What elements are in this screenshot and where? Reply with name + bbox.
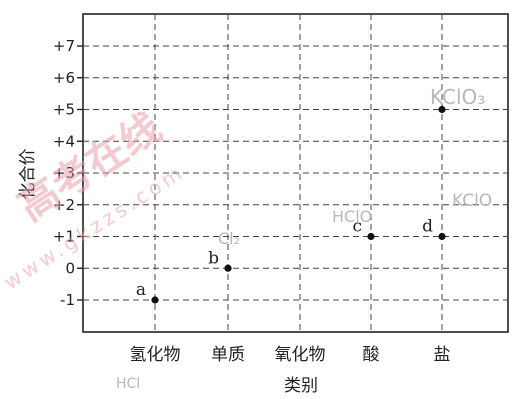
data-point-label: d (422, 217, 433, 237)
watermark: 高考在线 www.gkzzs.com (0, 105, 189, 295)
x-category-label: 盐 (434, 345, 451, 365)
x-category-label: 酸 (363, 345, 380, 365)
handwriting: Cl₂ HClO KClO KClO₃ HCl (116, 85, 492, 392)
data-point (438, 232, 446, 241)
handwriting-cl2: Cl₂ (218, 229, 240, 248)
y-tick-label: +1 (53, 228, 75, 246)
handwriting-kclo3: KClO₃ (430, 85, 485, 109)
handwriting-hcl: HCl (116, 376, 140, 392)
data-point (224, 264, 232, 272)
data-point-label: a (136, 280, 146, 300)
data-point-label: c (352, 217, 362, 237)
x-category-labels: 氢化物 单质 氧化物 酸 盐 (130, 345, 451, 365)
y-tick-label: +4 (53, 132, 75, 150)
data-point-label: b (208, 248, 219, 268)
x-category-label: 氢化物 (130, 345, 181, 365)
data-point (438, 105, 446, 114)
handwriting-kclo: KClO (452, 191, 492, 211)
y-tick-label: 0 (65, 259, 75, 277)
x-category-label: 氧化物 (275, 345, 326, 365)
data-points: a b c d (136, 105, 446, 304)
x-category-label: 单质 (211, 345, 245, 365)
y-tick-label: +7 (53, 37, 75, 55)
y-tick-label: +6 (53, 69, 75, 87)
data-point (367, 232, 375, 241)
y-tick-label: -1 (60, 291, 75, 309)
y-axis-label: 化合价 (18, 149, 38, 200)
handwriting-hclo: HClO (332, 207, 372, 226)
data-point (151, 296, 159, 304)
y-tick-labels: +7 +6 +5 +4 +3 +2 +1 0 -1 (53, 37, 75, 309)
y-tick-label: +5 (53, 101, 75, 119)
y-tick-label: +2 (53, 196, 75, 214)
grid (77, 14, 508, 332)
y-tick-label: +3 (53, 164, 75, 182)
x-axis-label: 类别 (284, 376, 318, 396)
